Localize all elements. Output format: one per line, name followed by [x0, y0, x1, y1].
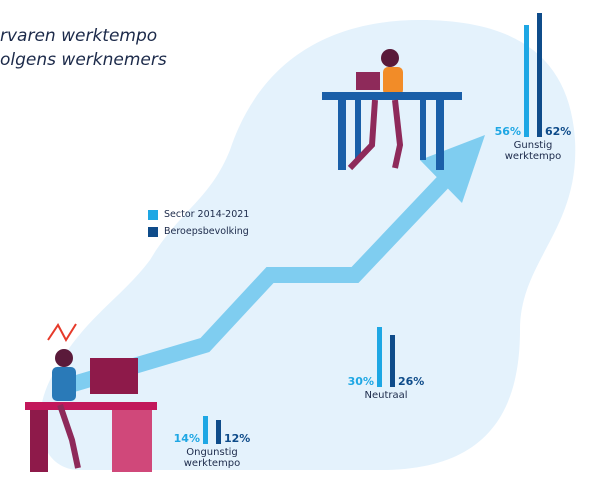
page: rvaren werktempo olgens werknemers Sector …	[0, 0, 589, 493]
value-label: 30%	[348, 375, 374, 388]
bar	[537, 13, 542, 137]
value-label: 12%	[224, 432, 250, 445]
value-label: 26%	[398, 375, 424, 388]
value-label: 14%	[174, 432, 200, 445]
bar	[203, 416, 208, 444]
bar	[390, 335, 395, 387]
bar	[377, 327, 382, 387]
title-line: rvaren werktempo	[0, 26, 157, 46]
value-label: 62%	[545, 125, 571, 138]
legend-swatch	[148, 210, 158, 220]
value-label: 56%	[495, 125, 521, 138]
legend-item: Sector 2014-2021	[148, 209, 249, 220]
legend-swatch	[148, 227, 158, 237]
illustration	[0, 0, 589, 493]
legend-label: Sector 2014-2021	[164, 209, 249, 220]
bar	[216, 420, 221, 444]
category-label: Ongunstig werktempo	[177, 447, 247, 469]
legend-item: Beroepsbevolking	[148, 226, 249, 237]
title-line: olgens werknemers	[0, 50, 167, 70]
category-label: Neutraal	[351, 390, 421, 401]
category-label: Gunstig werktempo	[498, 140, 568, 162]
legend-label: Beroepsbevolking	[164, 226, 249, 237]
bar	[524, 25, 529, 137]
